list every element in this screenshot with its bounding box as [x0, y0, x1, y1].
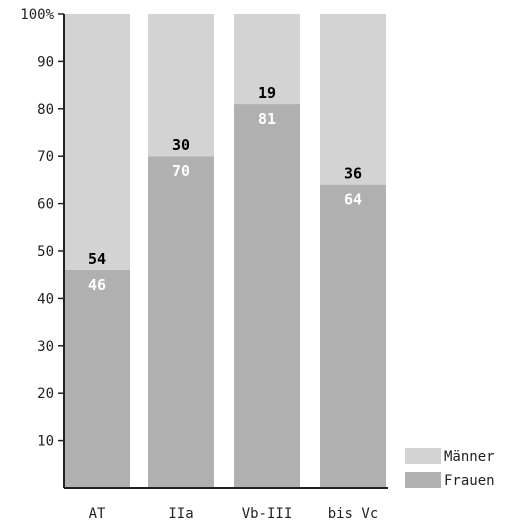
y-tick-label-9: 100% — [20, 7, 54, 23]
y-tick-label-7: 80 — [37, 102, 54, 118]
legend-label-1: Frauen — [444, 473, 495, 489]
data-label-frauen-0: 46 — [88, 276, 106, 294]
legend-swatch-0 — [405, 448, 441, 464]
data-label-frauen-2: 81 — [258, 110, 276, 128]
data-label-maenner-2: 19 — [258, 84, 276, 102]
bar-maenner-2 — [234, 14, 300, 105]
data-label-maenner-0: 54 — [88, 250, 106, 268]
bar-maenner-0 — [64, 14, 130, 270]
y-tick-label-2: 30 — [37, 339, 54, 355]
data-label-maenner-1: 30 — [172, 136, 190, 154]
legend-label-0: Männer — [444, 449, 495, 465]
x-tick-label-3: bis Vc — [328, 506, 379, 520]
legend: Männer Frauen — [405, 448, 495, 489]
y-tick-label-6: 70 — [37, 149, 54, 165]
x-labels-group: AT IIa Vb-III bis Vc — [89, 506, 379, 520]
bar-frauen-2 — [234, 104, 300, 488]
bar-maenner-3 — [320, 14, 386, 185]
legend-swatch-1 — [405, 472, 441, 488]
y-tick-label-5: 60 — [37, 197, 54, 213]
bar-maenner-1 — [148, 14, 214, 157]
bar-frauen-1 — [148, 156, 214, 488]
data-label-maenner-3: 36 — [344, 165, 362, 183]
y-tick-label-8: 90 — [37, 54, 54, 70]
x-tick-label-0: AT — [89, 506, 106, 520]
x-tick-label-1: IIa — [168, 506, 193, 520]
data-label-frauen-3: 64 — [344, 191, 362, 209]
y-tick-label-1: 20 — [37, 386, 54, 402]
data-label-frauen-1: 70 — [172, 162, 190, 180]
x-tick-label-2: Vb-III — [242, 506, 293, 520]
y-ticks-group: 10 20 30 40 50 60 70 80 90 100% — [20, 7, 64, 450]
bars-group — [64, 14, 386, 488]
bar-labels-group: 54 46 30 70 19 81 36 64 — [88, 84, 362, 294]
y-tick-label-0: 10 — [37, 434, 54, 450]
y-tick-label-3: 40 — [37, 291, 54, 307]
bar-frauen-3 — [320, 184, 386, 488]
y-tick-label-4: 50 — [37, 244, 54, 260]
bar-frauen-0 — [64, 269, 130, 488]
